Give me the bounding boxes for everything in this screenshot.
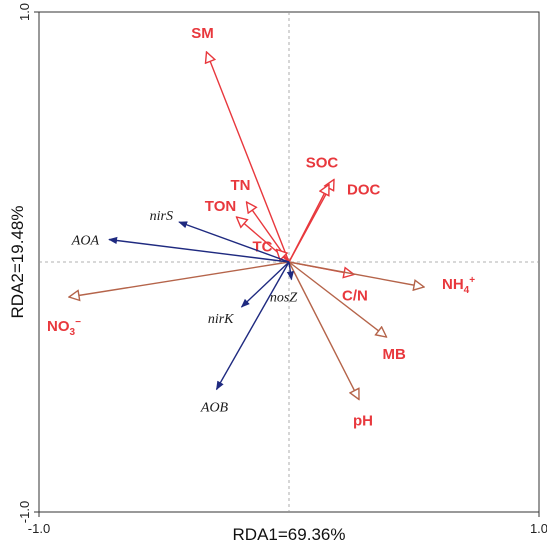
env-arrow-mb [288, 261, 387, 337]
gene-vectors: nirS AOA nirK AOB nosZ [71, 209, 298, 416]
env-label-ton: TON [205, 198, 236, 215]
gene-arrow-nosz [286, 261, 294, 281]
y-tick-label: 1.0 [17, 3, 32, 21]
y-axis-title: RDA2=19.48% [8, 206, 27, 319]
env-label-tn: TN [231, 177, 251, 194]
env-label-nh4plus: NH4+ [442, 275, 475, 296]
env-label-soc: SOC [306, 155, 339, 172]
env-arrow-nh4plus [288, 261, 424, 287]
env-label-mb: MB [383, 346, 406, 363]
gene-arrow-nirs [178, 221, 290, 263]
gene-label-aoa: AOA [71, 234, 100, 249]
y-tick-label: -1.0 [17, 501, 32, 523]
env-arrow-tc [277, 250, 290, 263]
env-label-no3minus: NO3− [47, 317, 81, 338]
env-label-c-n: C/N [342, 288, 368, 305]
gene-label-aob: AOB [200, 401, 229, 416]
gene-label-nosz: nosZ [270, 291, 297, 306]
gene-arrow-nirk [240, 261, 290, 308]
x-tick-label: -1.0 [28, 521, 50, 536]
gene-label-nirs: nirS [150, 209, 173, 224]
gene-label-nirk: nirK [208, 312, 234, 327]
env-arrow-ph [288, 261, 359, 400]
env-arrow-doc [288, 185, 329, 263]
axis-ticks: -1.0 1.0 1.0 -1.0 [17, 3, 547, 536]
env-arrow-no3minus [69, 261, 290, 297]
x-axis-title: RDA1=69.36% [233, 525, 346, 544]
env-label-ph: pH [353, 413, 373, 430]
gene-arrow-aob [215, 261, 290, 391]
gene-arrow-aoa [108, 236, 290, 263]
env-arrow-sm [207, 52, 290, 263]
env-label-doc: DOC [347, 182, 381, 199]
env-label-sm: SM [191, 25, 214, 42]
x-tick-label: 1.0 [530, 521, 547, 536]
